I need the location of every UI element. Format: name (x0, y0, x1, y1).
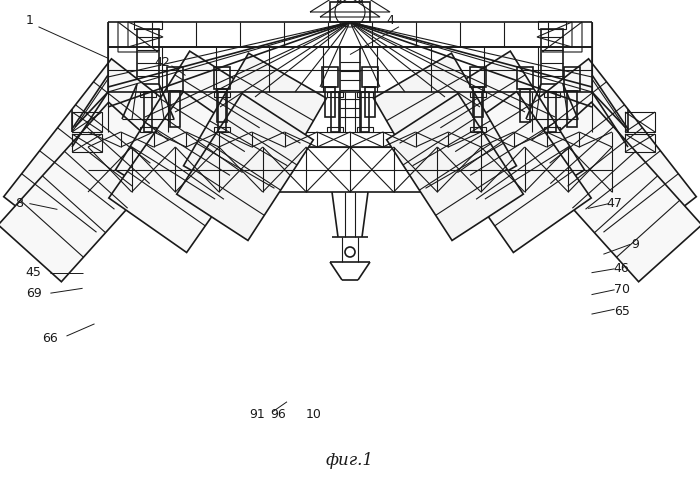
Text: 66: 66 (43, 332, 58, 345)
Bar (330, 2, 370, 22)
Bar (327, 127, 343, 132)
Bar (218, 92, 226, 132)
Text: 1: 1 (25, 14, 34, 27)
Bar (137, 29, 159, 84)
Bar (567, 91, 577, 127)
Bar (365, 87, 375, 117)
Text: 46: 46 (614, 262, 629, 275)
Polygon shape (108, 92, 261, 252)
Bar (473, 87, 483, 117)
Text: 9: 9 (631, 238, 640, 251)
Bar (325, 87, 335, 117)
Text: 8: 8 (15, 197, 24, 210)
Bar (470, 67, 486, 87)
Text: 47: 47 (607, 197, 622, 210)
Bar (144, 92, 152, 132)
Polygon shape (116, 51, 274, 223)
Bar (517, 67, 533, 89)
Text: 42: 42 (155, 56, 170, 69)
Polygon shape (514, 59, 696, 255)
Bar (331, 92, 339, 132)
Bar (520, 89, 530, 122)
Bar (361, 92, 369, 132)
Bar (327, 92, 343, 97)
Polygon shape (176, 94, 314, 241)
Bar (338, 0, 362, 2)
Text: 91: 91 (250, 409, 265, 421)
Bar (362, 67, 378, 87)
Bar (470, 92, 486, 97)
Text: 69: 69 (26, 287, 41, 300)
Bar (217, 89, 227, 122)
Polygon shape (439, 92, 592, 252)
Polygon shape (426, 51, 584, 223)
Text: 10: 10 (306, 409, 321, 421)
Polygon shape (0, 102, 172, 282)
Bar (167, 67, 183, 91)
Bar (564, 67, 580, 91)
Bar (170, 91, 180, 127)
Bar (88, 132, 612, 147)
Bar (625, 112, 655, 132)
Bar (134, 21, 162, 29)
Text: фиг.1: фиг.1 (326, 452, 374, 468)
Polygon shape (374, 53, 517, 211)
Bar (544, 127, 560, 132)
Text: 96: 96 (271, 409, 286, 421)
Bar (214, 67, 230, 89)
Bar (538, 21, 566, 29)
Bar (357, 127, 373, 132)
Bar (474, 92, 482, 132)
Text: 70: 70 (614, 283, 629, 296)
Bar (214, 127, 230, 132)
Bar (322, 67, 338, 87)
Polygon shape (386, 94, 524, 241)
Bar (544, 92, 560, 97)
Bar (140, 92, 156, 97)
Bar (72, 134, 102, 152)
Bar (357, 92, 373, 97)
Bar (541, 29, 563, 84)
Text: 4: 4 (386, 14, 395, 27)
Text: 65: 65 (614, 305, 629, 318)
Text: 45: 45 (26, 266, 41, 279)
Bar (72, 112, 102, 132)
Polygon shape (183, 53, 326, 211)
Bar (140, 127, 156, 132)
Polygon shape (4, 59, 186, 255)
Bar (214, 92, 230, 97)
Polygon shape (528, 102, 700, 282)
Bar (88, 147, 612, 192)
Bar (625, 134, 655, 152)
Circle shape (345, 247, 355, 257)
Bar (548, 92, 556, 132)
Bar (470, 127, 486, 132)
